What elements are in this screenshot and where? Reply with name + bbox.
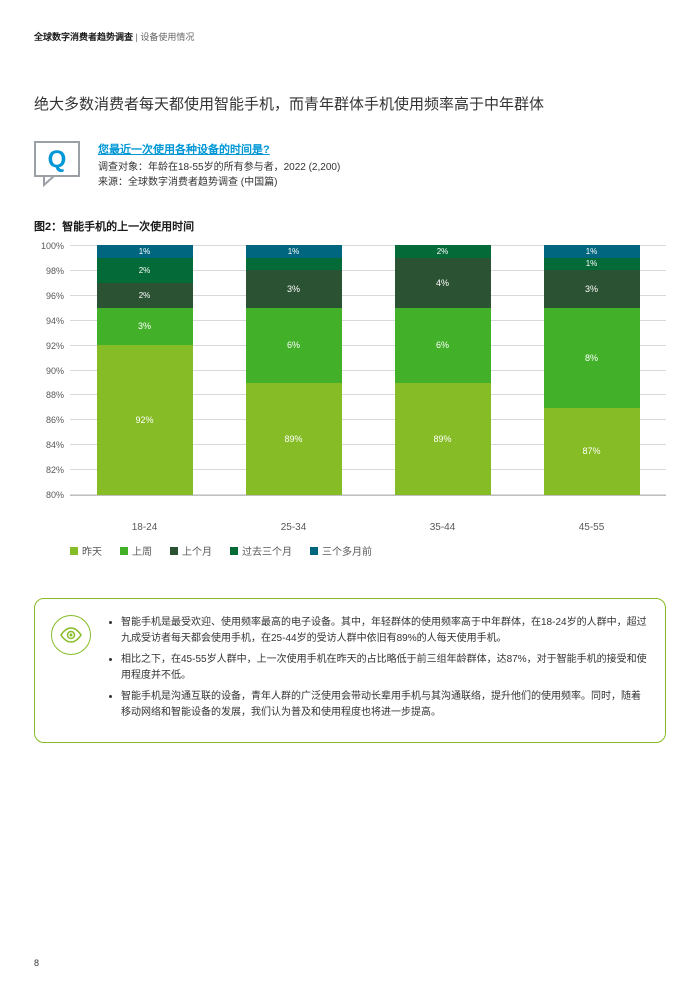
bar-segment: 1% (246, 245, 342, 258)
bar-segment: 2% (97, 258, 193, 283)
y-tick-label: 80% (34, 490, 64, 500)
bar-segment: 89% (246, 383, 342, 496)
x-tick-label: 35-44 (395, 522, 491, 533)
bar-segment: 4% (395, 258, 491, 308)
bar: 89%6%4%2% (395, 245, 491, 495)
figure-title: 图2：智能手机的上一次使用时间 (34, 218, 666, 234)
question-sub1: 调查对象：年龄在18-55岁的所有参与者，2022 (2,200) (98, 160, 340, 175)
y-tick-label: 98% (34, 266, 64, 276)
legend-label: 上个月 (182, 543, 212, 558)
legend-item: 过去三个月 (230, 543, 292, 558)
chart: 80%82%84%86%88%90%92%94%96%98%100%92%3%2… (34, 246, 666, 516)
legend-label: 上周 (132, 543, 152, 558)
bar: 87%8%3%1%1% (544, 245, 640, 495)
header-bold: 全球数字消费者趋势调查 (34, 32, 133, 42)
x-tick-label: 25-34 (246, 522, 342, 533)
svg-text:Q: Q (48, 146, 67, 173)
question-text: 您最近一次使用各种设备的时间是? 调查对象：年龄在18-55岁的所有参与者，20… (98, 141, 340, 190)
insight-item: 智能手机是最受欢迎、使用频率最高的电子设备。其中，年轻群体的使用频率高于中年群体… (121, 615, 647, 646)
y-tick-label: 88% (34, 390, 64, 400)
page-title: 绝大多数消费者每天都使用智能手机，而青年群体手机使用频率高于中年群体 (34, 93, 666, 117)
legend-item: 三个多月前 (310, 543, 372, 558)
bar-segment: 3% (97, 308, 193, 346)
y-tick-label: 82% (34, 465, 64, 475)
bar-segment: 3% (544, 270, 640, 308)
insight-list: 智能手机是最受欢迎、使用频率最高的电子设备。其中，年轻群体的使用频率高于中年群体… (107, 615, 647, 726)
legend-label: 三个多月前 (322, 543, 372, 558)
y-tick-label: 84% (34, 440, 64, 450)
legend-label: 昨天 (82, 543, 102, 558)
legend-swatch (170, 547, 178, 555)
legend-swatch (70, 547, 78, 555)
eye-icon (51, 615, 91, 655)
insight-item: 智能手机是沟通互联的设备，青年人群的广泛使用会带动长辈用手机与其沟通联络，提升他… (121, 689, 647, 720)
legend-swatch (310, 547, 318, 555)
bar-segment: 92% (97, 345, 193, 495)
bar-segment: 1% (97, 245, 193, 258)
bar-segment: 89% (395, 383, 491, 496)
bar-segment: 8% (544, 308, 640, 408)
bar-segment (246, 258, 342, 271)
y-tick-label: 90% (34, 366, 64, 376)
header-light: | 设备使用情况 (133, 32, 194, 42)
bar-segment: 1% (544, 258, 640, 271)
y-tick-label: 96% (34, 291, 64, 301)
header-line: 全球数字消费者趋势调查 | 设备使用情况 (34, 30, 666, 43)
question-sub2: 来源：全球数字消费者趋势调查 (中国篇) (98, 175, 340, 190)
x-tick-label: 45-55 (544, 522, 640, 533)
bar-segment: 6% (395, 308, 491, 383)
bar-segment: 2% (395, 245, 491, 258)
bar: 92%3%2%2%1% (97, 245, 193, 495)
bar-segment: 1% (544, 245, 640, 258)
legend-item: 昨天 (70, 543, 102, 558)
y-tick-label: 86% (34, 415, 64, 425)
y-tick-label: 100% (34, 241, 64, 251)
question-icon: Q (34, 141, 86, 187)
question-title: 您最近一次使用各种设备的时间是? (98, 141, 340, 157)
bar-segment: 3% (246, 270, 342, 308)
insight-box: 智能手机是最受欢迎、使用频率最高的电子设备。其中，年轻群体的使用频率高于中年群体… (34, 598, 666, 743)
y-tick-label: 92% (34, 341, 64, 351)
legend-item: 上周 (120, 543, 152, 558)
chart-legend: 昨天 上周 上个月 过去三个月 三个多月前 (34, 543, 666, 558)
legend-swatch (120, 547, 128, 555)
chart-x-labels: 18-24 25-34 35-44 45-55 (34, 522, 666, 533)
x-tick-label: 18-24 (97, 522, 193, 533)
bar: 89%6%3% 1% (246, 245, 342, 495)
question-box: Q 您最近一次使用各种设备的时间是? 调查对象：年龄在18-55岁的所有参与者，… (34, 141, 666, 190)
legend-swatch (230, 547, 238, 555)
insight-item: 相比之下，在45-55岁人群中，上一次使用手机在昨天的占比略低于前三组年龄群体，… (121, 652, 647, 683)
page-number: 8 (34, 958, 39, 968)
legend-label: 过去三个月 (242, 543, 292, 558)
bar-segment: 6% (246, 308, 342, 383)
y-tick-label: 94% (34, 316, 64, 326)
legend-item: 上个月 (170, 543, 212, 558)
bar-segment: 87% (544, 408, 640, 496)
bar-segment: 2% (97, 283, 193, 308)
